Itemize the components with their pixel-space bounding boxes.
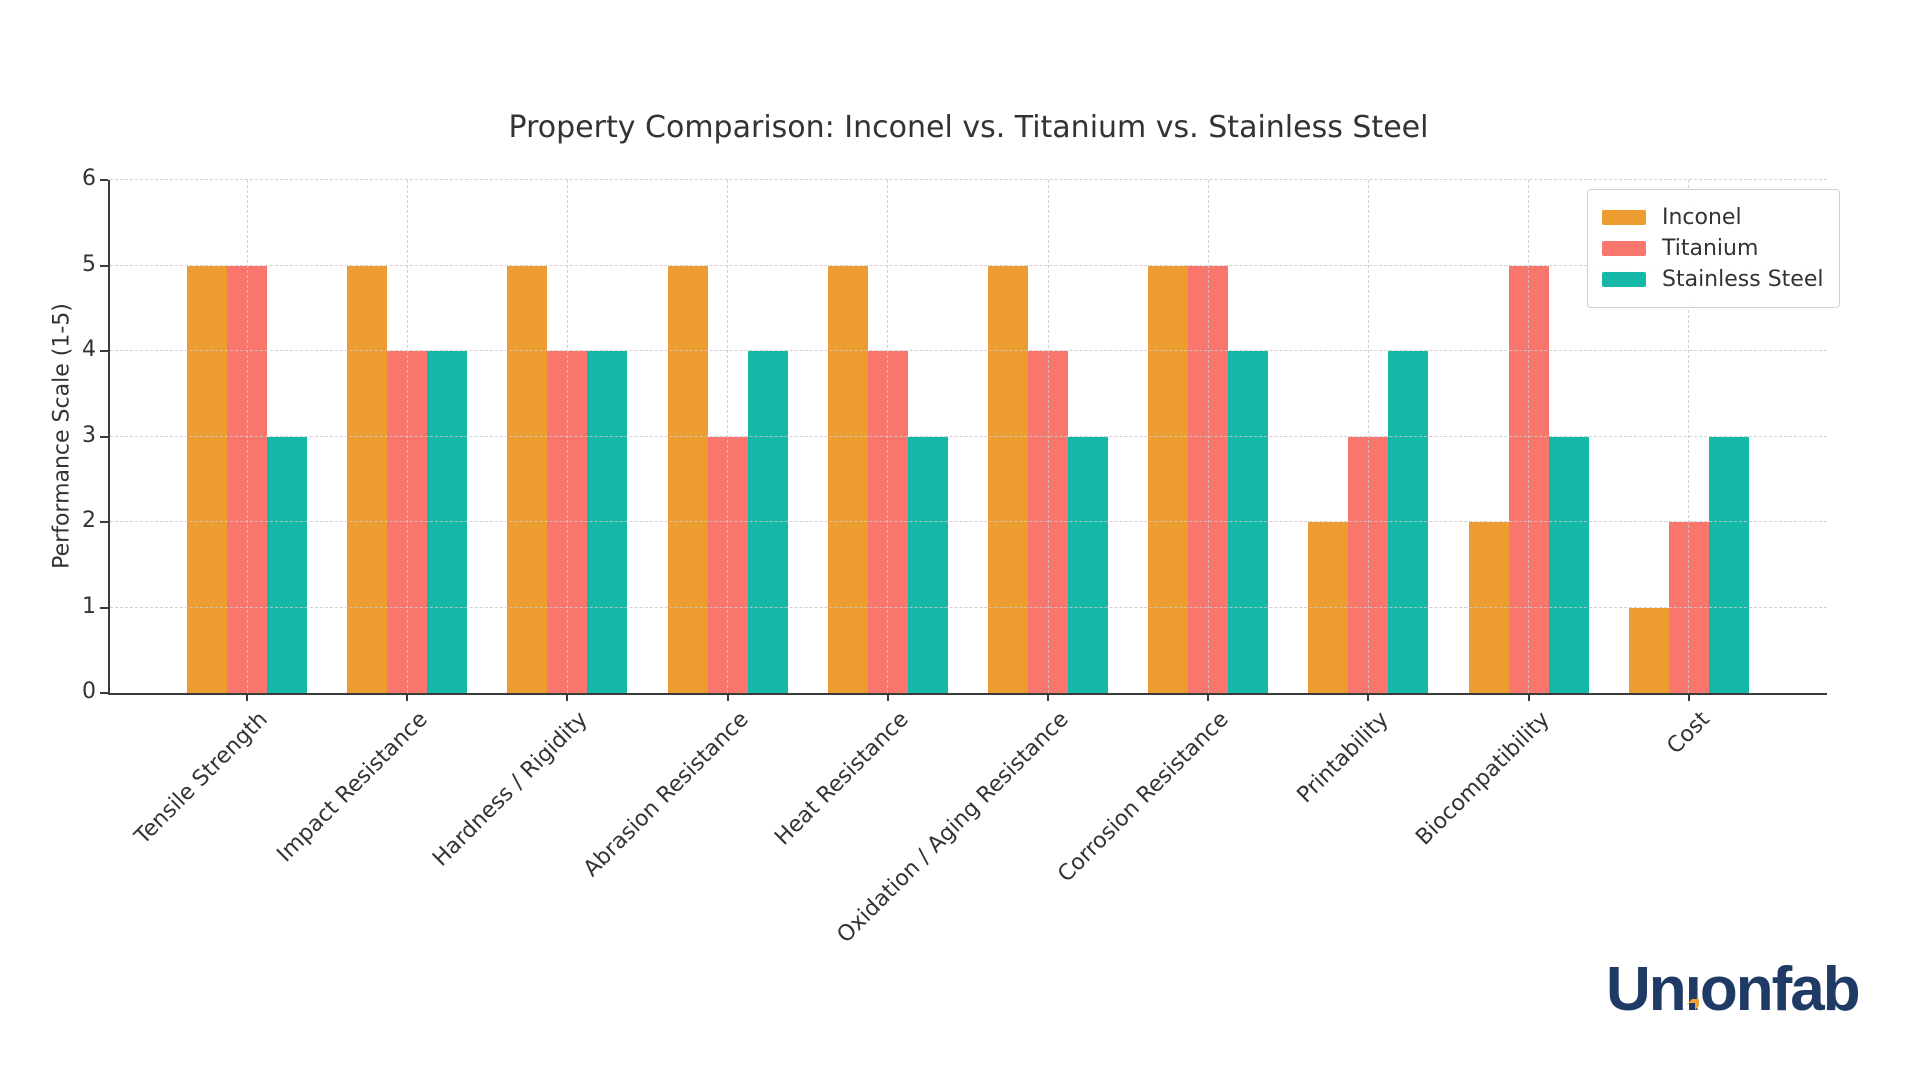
bar-inconel — [1468, 522, 1509, 693]
y-tick-label: 2 — [82, 508, 96, 533]
bar-stainless-steel — [907, 436, 948, 693]
x-tick-label: Biocompatibility — [1410, 707, 1555, 851]
bar-stainless-steel — [427, 351, 468, 693]
bar-inconel — [1628, 607, 1669, 693]
logo-text-pre: Un — [1606, 955, 1687, 1024]
bar-inconel — [1308, 522, 1349, 693]
x-tick-label: Oxidation / Aging Resistance — [832, 707, 1074, 949]
legend-label: Inconel — [1662, 205, 1742, 230]
legend-swatch-titanium — [1602, 241, 1646, 256]
legend-label: Stainless Steel — [1662, 267, 1824, 292]
bar-inconel — [347, 265, 388, 693]
y-tick-mark — [100, 521, 108, 523]
bar-stainless-steel — [1548, 436, 1589, 693]
bar-inconel — [988, 265, 1028, 693]
y-tick-label: 1 — [82, 593, 96, 619]
x-tick-label: Hardness / Rigidity — [428, 707, 594, 872]
legend-row: Stainless Steel — [1602, 264, 1823, 295]
bar-stainless-steel — [267, 436, 307, 693]
y-tick-mark — [100, 606, 108, 609]
x-tick-mark — [886, 693, 889, 701]
legend-swatch-inconel — [1602, 210, 1646, 225]
gridline-vertical — [1207, 180, 1209, 693]
bar-inconel — [1148, 265, 1189, 693]
x-tick-mark — [246, 693, 248, 701]
unionfab-logo: Unı onfab — [1606, 955, 1861, 1024]
y-tick-mark — [100, 179, 108, 181]
x-tick-mark — [1687, 693, 1690, 701]
x-tick-label: Abrasion Resistance — [578, 707, 754, 882]
logo-dotless-i: ı — [1684, 955, 1702, 1024]
y-tick-label: 3 — [82, 422, 96, 448]
x-tick-mark — [566, 693, 569, 701]
gridline-vertical — [1367, 180, 1369, 693]
legend-row: Titanium — [1602, 233, 1823, 264]
x-tick-mark — [406, 693, 409, 701]
legend: Inconel Titanium Stainless Steel — [1587, 189, 1841, 308]
x-tick-label: Corrosion Resistance — [1053, 707, 1234, 888]
gridline-horizontal — [110, 350, 1827, 351]
gridline-horizontal — [110, 521, 1827, 522]
x-tick-mark — [726, 693, 729, 701]
x-tick-mark — [1047, 693, 1049, 701]
legend-label: Titanium — [1662, 236, 1759, 261]
gridline-vertical — [887, 180, 889, 693]
x-tick-label: Heat Resistance — [770, 707, 914, 851]
bar-stainless-steel — [747, 351, 788, 693]
gridline-vertical — [566, 180, 568, 693]
y-tick-label: 6 — [82, 166, 96, 191]
chart-title: Property Comparison: Inconel vs. Titaniu… — [508, 110, 1429, 145]
gridline-horizontal — [110, 435, 1827, 437]
y-tick-label: 4 — [82, 337, 96, 362]
y-tick-mark — [100, 692, 108, 694]
x-tick-mark — [1367, 693, 1370, 701]
gridline-vertical — [246, 180, 248, 693]
bar-inconel — [667, 265, 708, 693]
bar-stainless-steel — [587, 351, 628, 693]
x-tick-mark — [1527, 693, 1530, 701]
y-tick-label: 0 — [82, 679, 96, 704]
plot-area: 0 1 2 3 4 5 6 Tensile Strength Impact Resistance… — [82, 166, 1841, 948]
bar-inconel — [827, 265, 868, 693]
logo-text-post: onfab — [1699, 955, 1861, 1024]
bar-stainless-steel — [1708, 436, 1749, 693]
logo-accent-icon — [1685, 959, 1700, 1010]
bar-stainless-steel — [1068, 436, 1108, 693]
bar-stainless-steel — [1228, 351, 1269, 693]
gridline-horizontal — [110, 264, 1827, 266]
legend-row: Inconel — [1602, 202, 1823, 233]
gridline-vertical — [1688, 180, 1690, 693]
y-tick-mark — [100, 350, 108, 352]
bar-stainless-steel — [1388, 351, 1429, 693]
y-tick-mark — [100, 264, 108, 267]
bar-inconel — [507, 265, 548, 693]
gridline-vertical — [1528, 180, 1530, 693]
gridline-vertical — [727, 180, 729, 693]
y-tick-mark — [100, 435, 108, 438]
x-tick-label: Printability — [1292, 707, 1395, 809]
legend-swatch-stainless-steel — [1602, 272, 1646, 287]
gridline-horizontal — [110, 606, 1827, 608]
gridline-vertical — [1047, 180, 1049, 693]
x-tick-label: Impact Resistance — [272, 707, 433, 868]
y-tick-label: 5 — [82, 251, 96, 277]
bar-inconel — [187, 265, 227, 693]
x-tick-mark — [1207, 693, 1210, 701]
gridline-horizontal — [110, 179, 1827, 180]
gridline-vertical — [406, 180, 408, 693]
